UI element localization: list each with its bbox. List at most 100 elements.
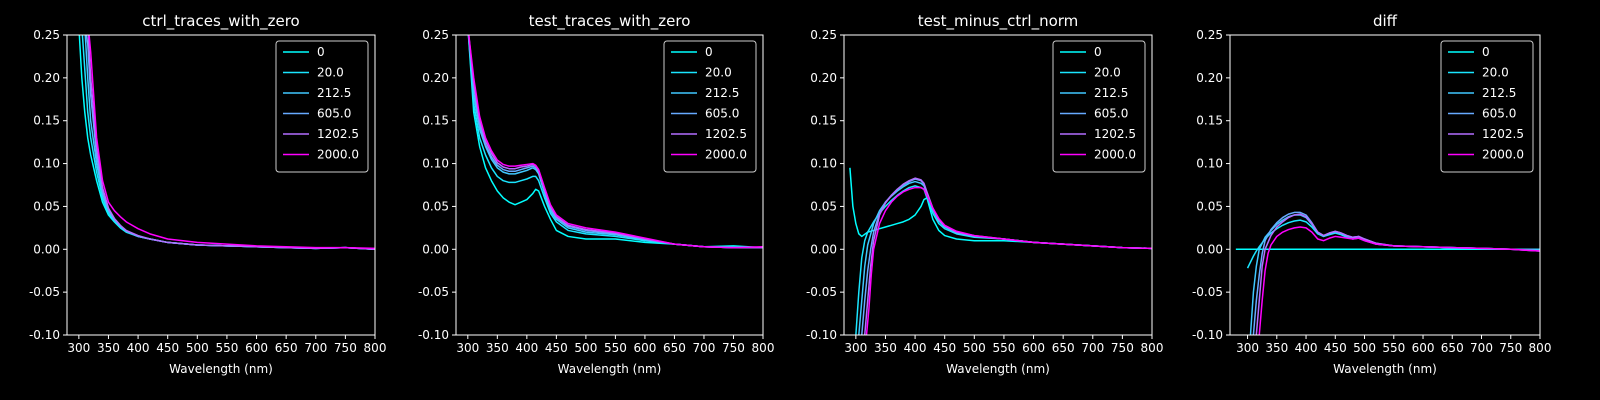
- x-tick-label: 700: [1081, 341, 1104, 355]
- chart-panel-1: ctrl_traces_with_zero 300 350 400 450 500 550 6…: [29, 12, 387, 376]
- legend-label: 1202.5: [1094, 127, 1136, 141]
- y-tick-label: 0.20: [1196, 71, 1223, 85]
- series-line-1202_5: [87, 35, 375, 251]
- legend-label: 605.0: [1094, 107, 1128, 121]
- x-tick-label: 400: [127, 341, 150, 355]
- x-tick-label: 450: [1324, 341, 1347, 355]
- x-tick-label: 550: [992, 341, 1015, 355]
- y-tick-label: -0.10: [29, 328, 60, 342]
- x-tick-label: 800: [752, 341, 775, 355]
- y-tick-label: -0.05: [418, 285, 449, 299]
- x-tick-label: 650: [1052, 341, 1075, 355]
- x-tick-label: 750: [334, 341, 357, 355]
- y-tick-label: -0.10: [418, 328, 449, 342]
- y-tick-label: 0.15: [33, 114, 60, 128]
- y-tick-label: 0.20: [810, 71, 837, 85]
- y-tick-label: -0.05: [1192, 285, 1223, 299]
- legend: 0 20.0 212.5 605.0 1202.5 2000.0: [1440, 40, 1534, 173]
- x-tick-label: 700: [1470, 341, 1493, 355]
- x-tick-label: 300: [67, 341, 90, 355]
- series-group: [849, 167, 1152, 335]
- plot-frame: [66, 34, 376, 336]
- plot-frame: [843, 34, 1153, 336]
- x-tick-label: 500: [1353, 341, 1376, 355]
- series-line-2000_0: [468, 35, 763, 249]
- x-tick-label: 600: [633, 341, 656, 355]
- series-line-1202_5: [1255, 213, 1540, 335]
- x-tick-label: 550: [215, 341, 238, 355]
- x-tick-label: 650: [663, 341, 686, 355]
- x-tick-label: 450: [156, 341, 179, 355]
- series-line-2000_0: [88, 35, 375, 250]
- x-axis-label: Wavelength (nm): [946, 362, 1050, 376]
- chart-panel-3: test_minus_ctrl_norm 300 350 400 450 500 550 60…: [806, 12, 1164, 376]
- series-line-20_0: [1246, 219, 1540, 269]
- x-tick-label: 500: [963, 341, 986, 355]
- legend-label: 1202.5: [1482, 127, 1524, 141]
- legend-label: 0: [1482, 45, 1490, 59]
- plot-frame: [455, 34, 764, 336]
- legend-label: 2000.0: [317, 148, 359, 162]
- legend-box: [1052, 40, 1146, 173]
- y-tick-label: 0.25: [810, 28, 837, 42]
- x-axis-label: Wavelength (nm): [169, 362, 273, 376]
- y-tick-label: 0.25: [33, 28, 60, 42]
- legend-label: 212.5: [317, 86, 351, 100]
- y-tick-label: 0.00: [1196, 242, 1223, 256]
- y-tick-label: -0.05: [806, 285, 837, 299]
- x-tick-label: 300: [844, 341, 867, 355]
- series-line-212_5: [467, 35, 763, 249]
- legend-label: 212.5: [1094, 86, 1128, 100]
- y-tick-label: 0.05: [33, 199, 60, 213]
- series-line-2000_0: [865, 186, 1152, 335]
- legend-label: 1202.5: [317, 127, 359, 141]
- legend-box: [663, 40, 757, 173]
- x-tick-label: 350: [874, 341, 897, 355]
- legend-label: 2000.0: [1482, 148, 1524, 162]
- x-tick-label: 450: [933, 341, 956, 355]
- x-tick-label: 400: [1295, 341, 1318, 355]
- y-tick-label: 0.15: [422, 114, 449, 128]
- x-tick-label: 600: [1412, 341, 1435, 355]
- plot-frame: [1229, 34, 1541, 336]
- legend-label: 20.0: [1094, 66, 1121, 80]
- y-tick-label: 0.00: [422, 242, 449, 256]
- y-tick-label: 0.05: [422, 199, 449, 213]
- x-tick-label: 500: [186, 341, 209, 355]
- y-tick-label: 0.15: [1196, 114, 1223, 128]
- legend: 0 20.0 212.5 605.0 1202.5 2000.0: [1052, 40, 1146, 173]
- legend-label: 605.0: [705, 107, 739, 121]
- legend-label: 2000.0: [705, 148, 747, 162]
- x-tick-label: 550: [1382, 341, 1405, 355]
- series-line-0: [849, 167, 1152, 250]
- chart-title: ctrl_traces_with_zero: [142, 12, 299, 31]
- series-line-212_5: [858, 180, 1152, 335]
- x-tick-label: 350: [486, 341, 509, 355]
- chart-panel-4: diff 300 350 400 450 500 550 600 650 700 750 800 -0.…: [1192, 12, 1552, 376]
- y-tick-label: 0.10: [422, 157, 449, 171]
- series-line-605_0: [1252, 211, 1540, 335]
- y-tick-label: 0.05: [810, 199, 837, 213]
- x-tick-label: 750: [722, 341, 745, 355]
- y-tick-label: 0.10: [1196, 157, 1223, 171]
- x-tick-label: 700: [693, 341, 716, 355]
- series-group: [1235, 211, 1540, 335]
- x-tick-label: 400: [515, 341, 538, 355]
- legend-label: 605.0: [1482, 107, 1516, 121]
- series-line-2000_0: [1258, 226, 1540, 335]
- y-tick-label: 0.00: [33, 242, 60, 256]
- series-line-0: [467, 35, 763, 249]
- x-tick-label: 800: [1529, 341, 1552, 355]
- x-tick-label: 350: [1265, 341, 1288, 355]
- x-tick-label: 600: [245, 341, 268, 355]
- legend-label: 0: [705, 45, 713, 59]
- series-line-605_0: [861, 178, 1152, 335]
- y-tick-label: -0.10: [806, 328, 837, 342]
- x-axis-label: Wavelength (nm): [558, 362, 662, 376]
- x-tick-label: 650: [1441, 341, 1464, 355]
- legend-label: 0: [317, 45, 325, 59]
- x-tick-label: 750: [1111, 341, 1134, 355]
- y-tick-label: -0.10: [1192, 328, 1223, 342]
- x-tick-label: 750: [1499, 341, 1522, 355]
